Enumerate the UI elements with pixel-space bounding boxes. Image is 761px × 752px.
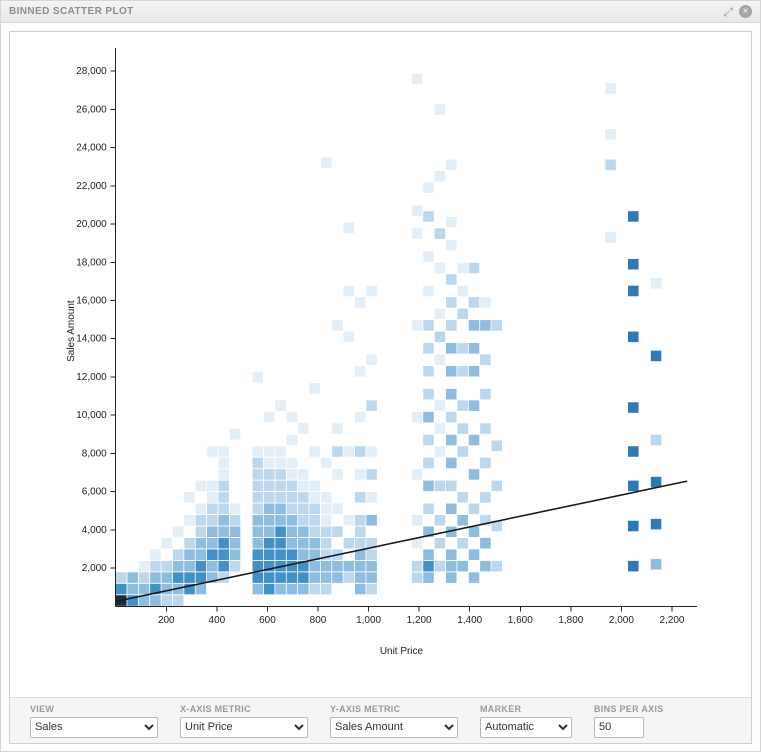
bins-per-axis-label: BINS PER AXIS [594, 703, 664, 714]
view-select[interactable]: Sales [30, 716, 158, 738]
x-axis-metric-select[interactable]: Unit Price [180, 716, 308, 738]
expand-icon[interactable]: ⤢ [723, 4, 733, 19]
svg-text:1,800: 1,800 [558, 615, 583, 626]
x-axis-metric-label: X-AXIS METRIC [180, 703, 251, 714]
panel-title: BINNED SCATTER PLOT [9, 6, 134, 17]
svg-text:26,000: 26,000 [76, 104, 107, 115]
svg-text:24,000: 24,000 [76, 143, 107, 154]
control-bar: VIEW Sales X-AXIS METRIC Unit Price Y-AX… [10, 697, 751, 743]
svg-text:14,000: 14,000 [76, 334, 107, 345]
svg-text:16,000: 16,000 [76, 296, 107, 307]
view-control: VIEW Sales [30, 704, 158, 738]
svg-text:600: 600 [259, 615, 276, 626]
bins-per-axis-control: BINS PER AXIS [594, 704, 664, 738]
svg-text:10,000: 10,000 [76, 410, 107, 421]
y-axis-metric-select[interactable]: Sales Amount [330, 716, 458, 738]
svg-text:800: 800 [310, 615, 327, 626]
svg-text:6,000: 6,000 [82, 487, 107, 498]
svg-text:22,000: 22,000 [76, 181, 107, 192]
svg-text:8,000: 8,000 [82, 448, 107, 459]
x-axis-metric-control: X-AXIS METRIC Unit Price [180, 704, 308, 738]
svg-text:18,000: 18,000 [76, 257, 107, 268]
y-axis-metric-label: Y-AXIS METRIC [330, 703, 401, 714]
svg-text:2,000: 2,000 [82, 563, 107, 574]
svg-text:4,000: 4,000 [82, 525, 107, 536]
svg-text:1,400: 1,400 [457, 615, 482, 626]
marker-select[interactable]: Automatic [480, 716, 572, 738]
view-label: VIEW [30, 703, 55, 714]
y-axis-metric-control: Y-AXIS METRIC Sales Amount [330, 704, 458, 738]
binned-scatter-plot: 200 400 600 800 1,000 1,200 1,400 1,600 1,800 2,0… [66, 47, 698, 657]
marker-control: MARKER Automatic [480, 704, 572, 738]
svg-text:12,000: 12,000 [76, 372, 107, 383]
svg-text:Unit Price: Unit Price [380, 646, 424, 657]
svg-text:2,000: 2,000 [609, 615, 634, 626]
marker-label: MARKER [480, 703, 522, 714]
close-icon[interactable]: × [739, 5, 752, 18]
svg-text:1,000: 1,000 [356, 615, 381, 626]
svg-text:2,200: 2,200 [660, 615, 685, 626]
svg-text:1,600: 1,600 [508, 615, 533, 626]
svg-text:200: 200 [158, 615, 175, 626]
svg-text:Sales Amount: Sales Amount [66, 300, 77, 362]
svg-text:1,200: 1,200 [407, 615, 432, 626]
svg-text:28,000: 28,000 [76, 66, 107, 77]
chart-card: 200 400 600 800 1,000 1,200 1,400 1,600 1,800 2,0… [9, 31, 752, 744]
titlebar-icons: ⤢ × [723, 5, 752, 18]
chart-area: 200 400 600 800 1,000 1,200 1,400 1,600 1,800 2,0… [10, 32, 751, 697]
svg-text:20,000: 20,000 [76, 219, 107, 230]
panel-titlebar: BINNED SCATTER PLOT ⤢ × [1, 1, 760, 23]
svg-text:400: 400 [209, 615, 226, 626]
bins-input[interactable] [594, 716, 644, 738]
